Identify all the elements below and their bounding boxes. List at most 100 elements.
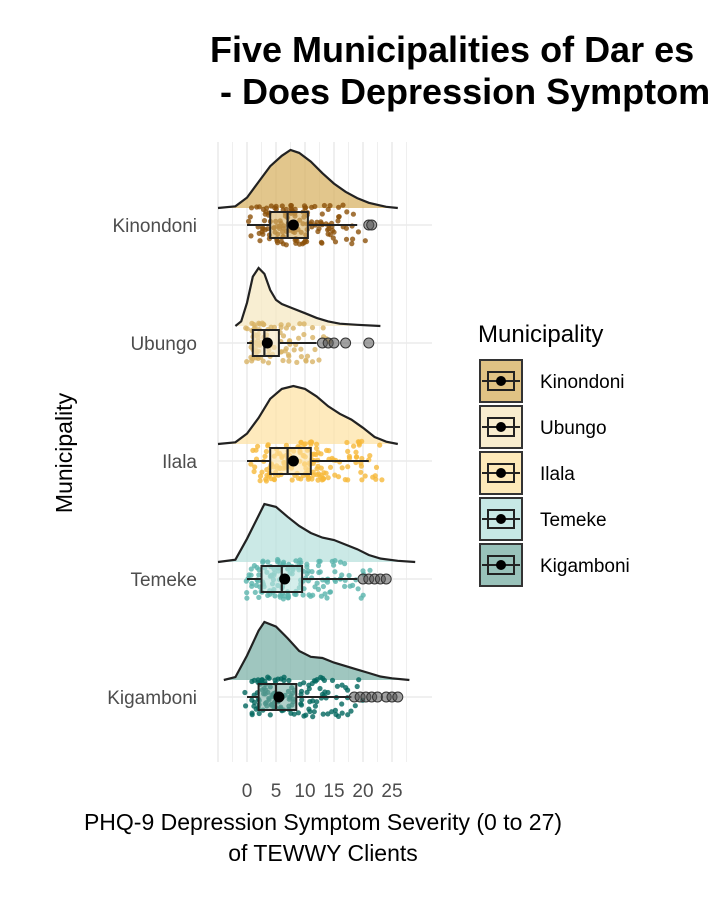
data-point bbox=[315, 463, 321, 469]
outlier-point bbox=[328, 337, 340, 349]
data-point bbox=[318, 239, 324, 245]
data-point bbox=[301, 680, 307, 686]
data-point bbox=[271, 324, 277, 330]
data-point bbox=[325, 227, 331, 233]
y-tick-label-kinondoni: Kinondoni bbox=[112, 216, 197, 237]
data-point bbox=[349, 241, 355, 247]
outlier-point bbox=[363, 337, 375, 349]
data-point bbox=[359, 438, 365, 444]
data-point bbox=[321, 202, 327, 209]
data-point bbox=[343, 236, 350, 242]
data-point bbox=[359, 455, 365, 462]
data-point bbox=[301, 321, 307, 327]
data-point bbox=[343, 225, 349, 231]
data-point bbox=[314, 219, 320, 225]
data-point bbox=[303, 357, 309, 363]
data-point bbox=[300, 592, 306, 598]
data-point bbox=[339, 710, 345, 716]
data-point bbox=[309, 325, 316, 331]
data-point bbox=[249, 712, 255, 718]
data-point bbox=[309, 359, 316, 365]
data-point bbox=[315, 562, 322, 569]
data-point bbox=[347, 583, 353, 589]
data-point bbox=[303, 712, 309, 718]
data-point bbox=[315, 586, 321, 593]
data-point bbox=[257, 321, 263, 327]
data-point bbox=[298, 439, 304, 446]
mean-point bbox=[261, 337, 273, 349]
data-point bbox=[310, 334, 316, 341]
data-point bbox=[318, 593, 324, 599]
data-point bbox=[367, 453, 373, 459]
data-point bbox=[265, 443, 271, 449]
legend-title: Municipality bbox=[478, 321, 603, 348]
data-point bbox=[317, 569, 323, 575]
x-tick-label: 25 bbox=[381, 781, 402, 802]
data-point bbox=[312, 346, 318, 353]
data-point bbox=[329, 455, 335, 461]
data-point bbox=[251, 322, 257, 328]
data-point bbox=[304, 353, 311, 359]
data-point bbox=[256, 710, 262, 717]
data-point bbox=[314, 441, 320, 447]
chart-title-line-2: - Does Depression Symptom bbox=[210, 71, 710, 112]
data-point bbox=[358, 595, 364, 601]
data-point bbox=[317, 685, 323, 692]
outlier-point bbox=[366, 219, 378, 231]
data-point bbox=[362, 238, 368, 244]
y-tick-label-kigamboni: Kigamboni bbox=[107, 688, 197, 709]
data-point bbox=[267, 712, 273, 718]
y-tick-label-ilala: Ilala bbox=[162, 452, 197, 473]
data-point bbox=[301, 331, 307, 338]
data-point bbox=[332, 472, 338, 478]
data-point bbox=[318, 674, 324, 680]
data-point bbox=[249, 580, 255, 587]
data-point bbox=[346, 455, 353, 461]
data-point bbox=[352, 703, 358, 709]
data-point bbox=[283, 325, 289, 331]
data-point bbox=[316, 357, 322, 363]
data-point bbox=[340, 202, 346, 208]
data-point bbox=[319, 211, 325, 217]
data-point bbox=[254, 564, 260, 571]
data-point bbox=[255, 677, 261, 683]
data-point bbox=[257, 238, 263, 244]
data-point bbox=[265, 559, 271, 565]
data-point bbox=[290, 325, 296, 331]
data-point bbox=[298, 701, 304, 707]
data-point bbox=[251, 468, 257, 475]
data-point bbox=[353, 454, 359, 460]
data-point bbox=[296, 335, 302, 341]
data-point bbox=[313, 445, 320, 451]
data-point bbox=[264, 467, 270, 473]
data-point bbox=[329, 709, 335, 715]
legend: Kinondoni Ubungo Ilala Temeke Kigamboni bbox=[479, 359, 630, 587]
data-point bbox=[339, 701, 345, 707]
data-point bbox=[355, 229, 361, 235]
data-point bbox=[295, 710, 301, 716]
data-point bbox=[283, 346, 289, 352]
data-point bbox=[355, 586, 361, 592]
data-point bbox=[265, 592, 271, 599]
data-point bbox=[332, 239, 339, 245]
density-fill-ubungo bbox=[235, 268, 381, 326]
mean-point bbox=[287, 219, 299, 231]
data-point bbox=[325, 711, 331, 717]
data-point bbox=[250, 356, 256, 362]
data-point bbox=[327, 589, 334, 595]
data-point bbox=[342, 561, 348, 567]
data-point bbox=[263, 448, 269, 455]
data-point bbox=[253, 447, 259, 453]
data-point bbox=[261, 218, 268, 224]
data-point bbox=[265, 674, 271, 680]
data-point bbox=[309, 204, 315, 210]
y-tick-label-temeke: Temeke bbox=[130, 570, 197, 591]
data-point bbox=[345, 448, 351, 454]
data-point bbox=[262, 453, 268, 459]
data-point bbox=[309, 219, 315, 225]
data-point bbox=[265, 360, 272, 366]
x-axis-title-line-2: of TEWWY Clients bbox=[228, 840, 418, 866]
data-point bbox=[243, 703, 249, 709]
density-line-kigamboni bbox=[223, 620, 410, 682]
x-axis-title-line-1: PHQ-9 Depression Symptom Severity (0 to … bbox=[84, 809, 562, 835]
